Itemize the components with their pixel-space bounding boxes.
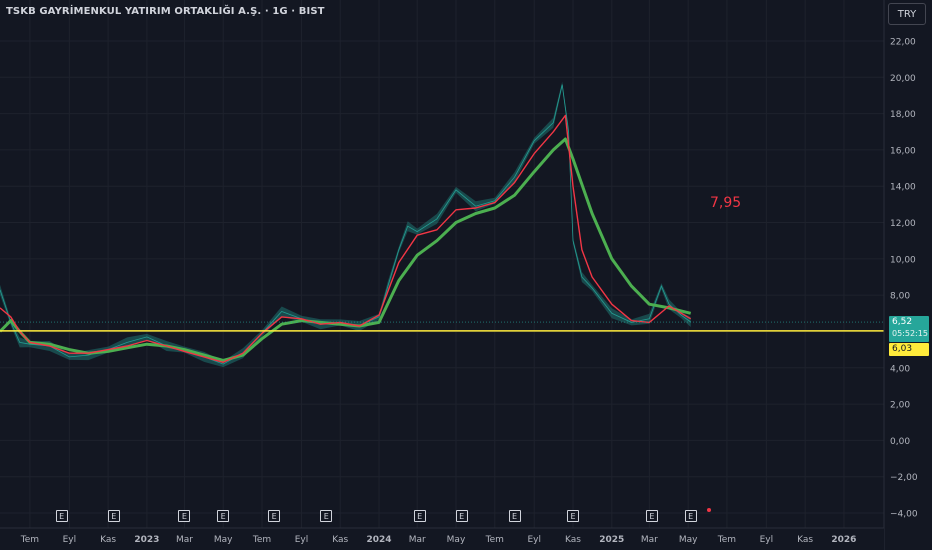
time-axis-tick: Kas [332,535,348,545]
earnings-marker[interactable]: E [217,510,230,522]
time-axis-tick: Kas [797,535,813,545]
time-axis-tick: 2026 [831,535,856,545]
time-axis-tick: May [679,535,698,545]
price-axis-tick: −4,00 [890,510,918,520]
time-axis-tick: Tem [717,535,736,545]
earnings-marker[interactable]: E [645,510,658,522]
time-axis-tick: Eyl [295,535,309,545]
earnings-marker[interactable]: E [684,510,697,522]
time-axis[interactable]: Tem Eyl Kas 2023 Mar May Tem Eyl Kas 2024 Mar May Te… [0,527,884,550]
earnings-marker[interactable]: E [413,510,426,522]
time-axis-bg [0,528,884,550]
price-axis[interactable]: 22,00 20,00 18,00 16,00 14,00 12,00 10,00 8,00 6… [883,0,932,550]
earnings-marker[interactable]: E [268,510,281,522]
fast-moving-average [0,114,692,363]
price-axis-bg [884,0,932,550]
price-axis-tick: 2,00 [890,401,910,411]
bar-countdown: 05:52:15 [892,329,928,338]
price-axis-tick: 20,00 [890,74,916,84]
price-axis-tick: 4,00 [890,364,910,374]
time-axis-tick: Mar [641,535,658,545]
earnings-marker[interactable]: E [508,510,521,522]
last-price-tag: 6,52 05:52:15 [889,316,929,342]
price-axis-tick: 8,00 [890,292,910,302]
grid [0,0,884,528]
price-axis-tick: 18,00 [890,110,916,120]
price-axis-tick: 16,00 [890,146,916,156]
time-axis-tick: Tem [252,535,271,545]
time-axis-tick: 2025 [599,535,624,545]
earnings-marker[interactable]: E [567,510,579,522]
time-axis-tick: Mar [176,535,193,545]
time-axis-tick: Tem [485,535,504,545]
price-annotation[interactable]: 7,95 [710,195,742,211]
last-price-value: 6,52 [892,317,913,327]
currency-button[interactable]: TRY [888,3,926,25]
price-axis-tick: 14,00 [890,183,916,193]
time-axis-tick: May [214,535,233,545]
price-axis-tick: 10,00 [890,255,916,265]
time-axis-tick: May [447,535,466,545]
time-axis-tick: Eyl [527,535,541,545]
price-axis-tick: 0,00 [890,437,910,447]
time-axis-tick: Eyl [760,535,774,545]
time-axis-tick: Tem [20,535,39,545]
support-price-tag: 6,03 [889,343,929,356]
moving-average-lines [0,114,692,363]
alert-dot-icon [707,508,711,512]
slow-moving-average [0,137,692,362]
time-axis-tick: Eyl [63,535,77,545]
earnings-marker[interactable]: E [455,510,468,522]
close-price-line [0,84,691,365]
price-axis-tick: 22,00 [890,38,916,48]
price-band [0,81,691,368]
price-axis-tick: −2,00 [890,473,918,483]
earnings-marker[interactable]: E [320,510,333,522]
earnings-marker[interactable]: E [107,510,120,522]
time-axis-tick: 2024 [367,535,392,545]
chart-title: TSKB GAYRİMENKUL YATIRIM ORTAKLIĞI A.Ş. … [6,6,325,17]
price-axis-tick: 12,00 [890,219,916,229]
time-axis-tick: Kas [565,535,581,545]
time-axis-tick: 2023 [134,535,159,545]
earnings-marker[interactable]: E [178,510,191,522]
time-axis-tick: Mar [409,535,426,545]
time-axis-tick: Kas [100,535,116,545]
support-line [0,321,884,332]
earnings-marker[interactable]: E [55,510,68,522]
